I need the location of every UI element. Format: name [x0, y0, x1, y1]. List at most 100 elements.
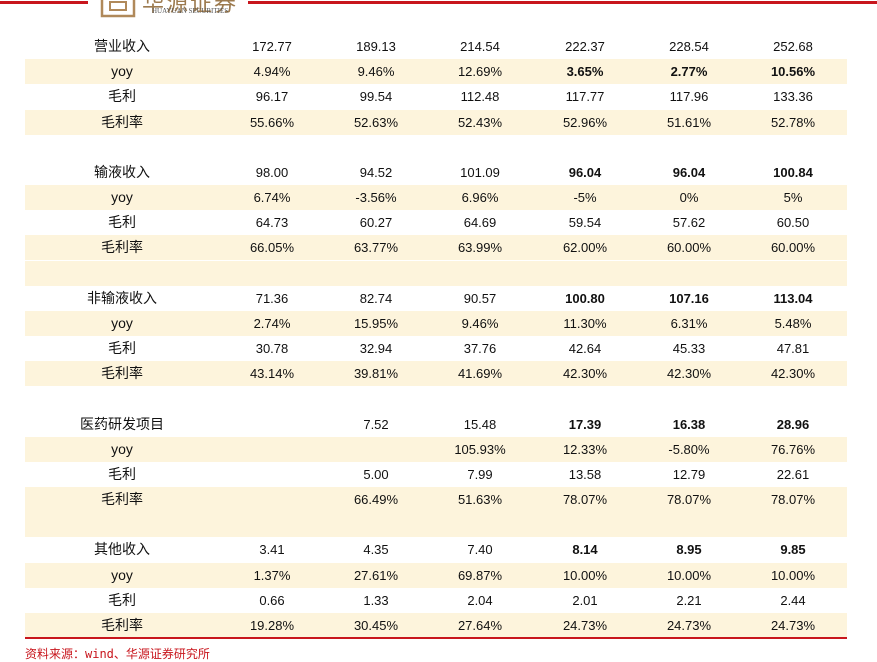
- row-label: 毛利率: [101, 491, 143, 508]
- table-cell: 12.69%: [457, 64, 503, 80]
- table-cell: 96.17: [255, 89, 289, 105]
- table-row: yoy 2.74% 15.95% 9.46% 11.30% 6.31% 5.48%: [25, 310, 847, 336]
- table-cell: 66.49%: [353, 492, 399, 508]
- row-label: 毛利率: [101, 616, 143, 633]
- table-cell: 52.63%: [353, 114, 399, 130]
- table-cell: 10.00%: [770, 567, 816, 583]
- table-row: 毛利率 66.05% 63.77% 63.99% 62.00% 60.00% 60.00%: [25, 235, 847, 261]
- table-cell: 12.33%: [562, 441, 608, 457]
- table-cell: 90.57: [463, 290, 497, 306]
- table-cell: 4.94%: [253, 64, 291, 80]
- table-cell: 52.78%: [770, 114, 816, 130]
- table-cell: 66.05%: [249, 240, 295, 256]
- table-cell: 5.48%: [774, 315, 812, 331]
- table-cell: 133.36: [773, 89, 813, 105]
- table-cell: -3.56%: [355, 190, 397, 206]
- table-row: yoy 6.74% -3.56% 6.96% -5% 0% 5%: [25, 185, 847, 211]
- table-cell: 24.73%: [562, 617, 608, 633]
- table-cell: 0.66: [259, 592, 285, 608]
- table-cell: -5.80%: [668, 441, 710, 457]
- table-cell: 10.00%: [666, 567, 712, 583]
- table-cell: 63.99%: [457, 240, 503, 256]
- table-cell: 64.73: [255, 215, 289, 231]
- table-cell: 94.52: [359, 164, 393, 180]
- table-cell: 107.16: [669, 290, 709, 306]
- table-cell: 7.40: [467, 542, 493, 558]
- table-cell: 3.41: [259, 542, 285, 558]
- row-label: yoy: [111, 566, 133, 583]
- spacer-row: [25, 386, 847, 411]
- table-cell: 105.93%: [454, 441, 506, 457]
- table-cell: 71.36: [255, 290, 289, 306]
- row-label: yoy: [111, 189, 133, 206]
- table-cell: 6.31%: [670, 315, 708, 331]
- table-cell: 189.13: [356, 39, 396, 54]
- table-cell: 222.37: [565, 39, 605, 54]
- spacer-row: [25, 260, 847, 286]
- table-row: 医药研发项目 7.52 15.48 17.39 16.38 28.96: [25, 412, 847, 437]
- table-cell: 9.85: [780, 542, 806, 558]
- table-cell: 2.04: [467, 592, 493, 608]
- table-cell: 96.04: [568, 164, 602, 180]
- table-cell: 59.54: [568, 215, 602, 231]
- table-cell: 27.61%: [353, 567, 399, 583]
- table-cell: 62.00%: [562, 240, 608, 256]
- table-cell: 6.96%: [461, 190, 499, 206]
- row-label: 毛利率: [101, 113, 143, 130]
- row-label: 毛利: [108, 591, 136, 608]
- table-cell: 8.14: [572, 542, 598, 558]
- table-cell: 228.54: [669, 39, 709, 54]
- table-cell: 42.64: [568, 341, 602, 357]
- table-row: yoy 105.93% 12.33% -5.80% 76.76%: [25, 436, 847, 462]
- table-row: 非输液收入 71.36 82.74 90.57 100.80 107.16 113.04: [25, 286, 847, 311]
- table-cell: 100.84: [773, 164, 813, 180]
- table-cell: 113.04: [773, 290, 813, 306]
- table-cell: 82.74: [359, 290, 393, 306]
- table-cell: 45.33: [672, 341, 706, 357]
- table-row: 毛利 0.66 1.33 2.04 2.01 2.21 2.44: [25, 588, 847, 613]
- table-cell: -5%: [573, 190, 597, 206]
- table-row: 毛利 30.78 32.94 37.76 42.64 45.33 47.81: [25, 336, 847, 361]
- table-cell: 2.74%: [253, 315, 291, 331]
- table-cell: 64.69: [463, 215, 497, 231]
- table-cell: 4.35: [363, 542, 389, 558]
- table-cell: 9.46%: [461, 315, 499, 331]
- table-cell: 51.63%: [457, 492, 503, 508]
- table-cell: 98.00: [255, 164, 289, 180]
- table-cell: 32.94: [359, 341, 393, 357]
- table-cell: 7.99: [467, 466, 493, 482]
- table-cell: 43.14%: [249, 366, 295, 382]
- footer-rule: [25, 637, 847, 639]
- row-label: 非输液收入: [87, 289, 157, 306]
- table-cell: 69.87%: [457, 567, 503, 583]
- table-cell: 2.44: [780, 592, 806, 608]
- table-cell: 30.78: [255, 341, 289, 357]
- table-cell: 60.27: [359, 215, 393, 231]
- table-cell: 39.81%: [353, 366, 399, 382]
- table-cell: 51.61%: [666, 114, 712, 130]
- table-cell: 15.95%: [353, 315, 399, 331]
- table-cell: 57.62: [672, 215, 706, 231]
- table-row: yoy 1.37% 27.61% 69.87% 10.00% 10.00% 10.00%: [25, 562, 847, 588]
- table-cell: 78.07%: [770, 492, 816, 508]
- table-cell: 117.96: [669, 89, 709, 105]
- table-row: 毛利率 19.28% 30.45% 27.64% 24.73% 24.73% 24.73%: [25, 612, 847, 638]
- table-cell: 16.38: [672, 416, 706, 432]
- table-row: 毛利 96.17 99.54 112.48 117.77 117.96 133.36: [25, 84, 847, 109]
- row-label: 毛利: [108, 214, 136, 231]
- table-cell: 214.54: [460, 39, 500, 54]
- table-cell: 60.00%: [666, 240, 712, 256]
- table-cell: 17.39: [568, 416, 602, 432]
- table-cell: 76.76%: [770, 441, 816, 457]
- row-label: 输液收入: [94, 163, 150, 180]
- table-cell: 2.21: [676, 592, 702, 608]
- row-label: yoy: [111, 314, 133, 331]
- table-cell: 1.37%: [253, 567, 291, 583]
- table-row: 营业收入 172.77 189.13 214.54 222.37 228.54 252.68: [25, 34, 847, 59]
- table-cell: 2.77%: [670, 64, 708, 80]
- table-row: 输液收入 98.00 94.52 101.09 96.04 96.04 100.84: [25, 160, 847, 185]
- table-cell: 172.77: [252, 39, 292, 54]
- row-label: 毛利: [108, 465, 136, 482]
- table-row: 毛利率 43.14% 39.81% 41.69% 42.30% 42.30% 42.30%: [25, 361, 847, 387]
- table-cell: 13.58: [568, 466, 602, 482]
